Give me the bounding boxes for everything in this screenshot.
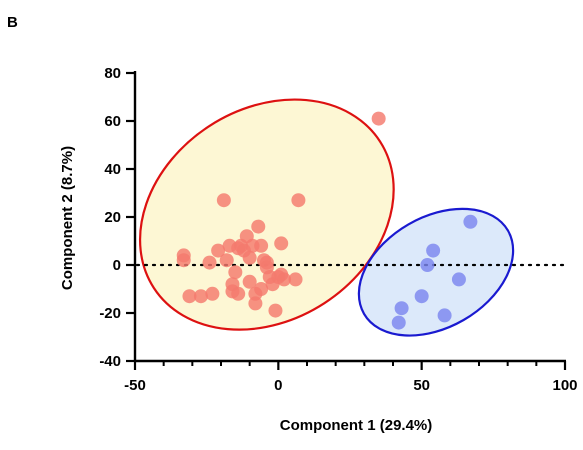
- y-axis-title: Component 2 (8.7%): [59, 146, 76, 290]
- point-s1-34: [274, 236, 289, 251]
- y-tick-label: 20: [104, 209, 121, 226]
- point-s2-4: [420, 258, 435, 272]
- point-s1-25: [254, 282, 269, 296]
- x-tick-label: 0: [274, 377, 282, 394]
- y-tick-label: 80: [104, 65, 121, 82]
- axes: -50 0 50 100 -40 -20 0 20 40 60 80: [99, 65, 577, 394]
- y-tick-label: 40: [104, 161, 121, 178]
- y-tick-label: -20: [99, 305, 121, 322]
- point-s1-39: [371, 111, 386, 126]
- point-s1-20: [242, 274, 257, 289]
- x-axis-title: Component 1 (29.4%): [280, 417, 433, 434]
- point-s1-23: [248, 296, 263, 311]
- point-s1-6: [205, 286, 220, 301]
- x-tick-label: 50: [413, 377, 430, 394]
- cluster-ellipses: [138, 98, 515, 337]
- point-s1-7: [211, 243, 226, 258]
- point-s2-2: [394, 301, 409, 316]
- point-s1-19: [242, 250, 257, 265]
- point-s1-3: [182, 289, 197, 304]
- panel-label: B: [7, 14, 18, 31]
- point-s1-13: [228, 265, 243, 280]
- y-tick-label: 60: [104, 113, 121, 130]
- point-s1-4: [193, 289, 208, 304]
- point-s1-32: [268, 303, 283, 318]
- point-s2-3: [414, 289, 429, 304]
- y-tick-label: 0: [113, 257, 121, 274]
- point-s1-15: [231, 286, 246, 301]
- point-s2-8: [463, 214, 478, 229]
- x-tick-label: -50: [124, 377, 146, 394]
- data-points: [176, 111, 478, 330]
- point-s1-9: [219, 253, 234, 268]
- point-s1-36: [277, 272, 292, 287]
- x-tick-label: 100: [552, 377, 577, 394]
- y-tick-label: -40: [99, 353, 121, 370]
- point-s1-5: [202, 255, 217, 270]
- point-s2-7: [451, 272, 466, 287]
- point-s1-24: [251, 219, 266, 234]
- point-s1-37: [288, 272, 303, 287]
- point-s2-1: [391, 315, 406, 330]
- point-s1-38: [291, 193, 306, 208]
- point-s1-26: [254, 238, 269, 253]
- point-s2-5: [426, 243, 441, 258]
- point-s1-8: [216, 193, 231, 208]
- point-s1-2: [176, 253, 191, 268]
- point-s2-6: [437, 308, 452, 323]
- cluster-ellipse-1: [138, 98, 395, 331]
